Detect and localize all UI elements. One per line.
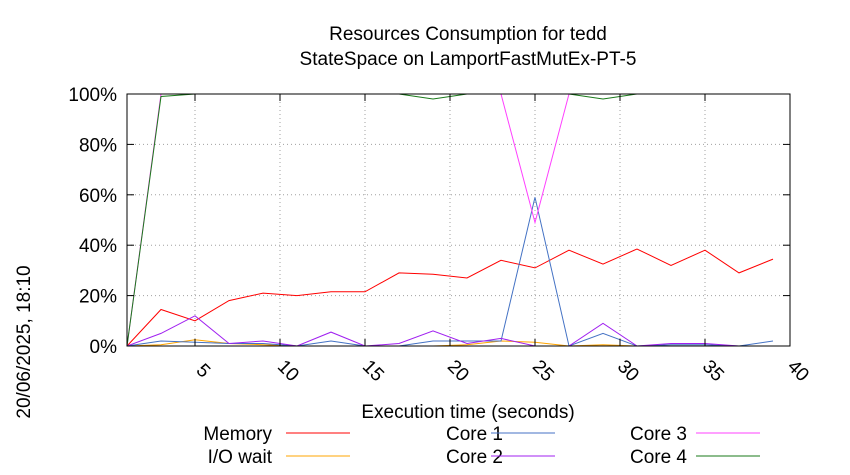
x-tick-label: 30 (613, 356, 643, 386)
x-tick-label: 5 (192, 360, 214, 382)
y-tick-label: 40% (79, 236, 117, 257)
legend-label: I/O wait (208, 447, 273, 468)
legend-label: Memory (203, 424, 272, 445)
series-line-core-3 (126, 93, 773, 347)
legend-label: Core 1 (446, 424, 503, 445)
series-lines (126, 93, 774, 347)
chart-title: Resources Consumption for tedd (329, 24, 607, 45)
x-axis-label: Execution time (seconds) (361, 402, 574, 423)
x-tick-label: 10 (273, 356, 303, 386)
series-line-memory (126, 248, 774, 347)
y-tick-label: 0% (90, 337, 118, 358)
y-tick-label: 60% (79, 186, 117, 207)
timestamp-label: 20/06/2025, 18:10 (14, 265, 35, 418)
y-tick-label: 20% (79, 287, 117, 308)
y-tick-label: 80% (79, 135, 117, 156)
chart-subtitle: StateSpace on LamportFastMutEx-PT-5 (300, 49, 637, 70)
grid (127, 94, 790, 346)
x-tick-label: 40 (783, 356, 813, 386)
x-tick-label: 20 (443, 356, 473, 386)
plot-frame (126, 93, 791, 347)
series-line-core-2 (126, 315, 773, 347)
x-tick-label: 35 (698, 356, 728, 386)
legend-label: Core 4 (630, 447, 687, 468)
y-tick-label: 100% (68, 85, 117, 106)
legend-label: Core 2 (446, 447, 503, 468)
x-tick-label: 15 (358, 356, 388, 386)
series-line-core-1 (126, 197, 774, 347)
series-line-core-4 (126, 93, 773, 347)
legend-label: Core 3 (630, 424, 687, 445)
x-tick-label: 25 (528, 356, 558, 386)
